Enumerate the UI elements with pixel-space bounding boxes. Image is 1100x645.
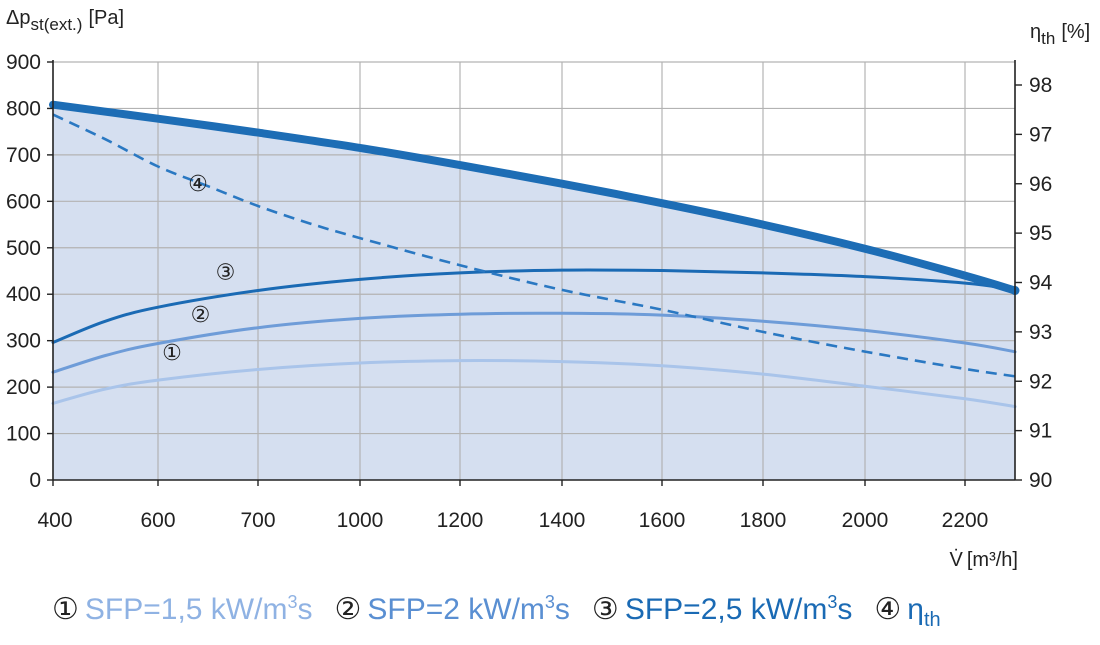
x-tick-label: 1800 [740, 509, 787, 532]
y2-tick-label: 98 [1029, 74, 1052, 97]
y2-tick-label: 96 [1029, 173, 1052, 196]
y2-tick-label: 97 [1029, 123, 1052, 146]
legend-item-number: ① [52, 592, 79, 627]
y-tick-label: 900 [6, 51, 41, 74]
x-tick-label: 400 [37, 509, 72, 532]
y-tick-label: 400 [6, 283, 41, 306]
legend-item-tail: s [554, 593, 570, 626]
y2-tick-label: 92 [1029, 370, 1052, 393]
legend-item: ④ ηth [874, 592, 940, 631]
y-tick-label: 0 [29, 469, 41, 492]
legend-item-superscript: 3 [544, 592, 555, 612]
y2-axis-title: ηth [%] [1030, 21, 1090, 48]
axes [47, 60, 1022, 486]
y-tick-label: 600 [6, 190, 41, 213]
curve-label: ③ [216, 260, 236, 285]
y-tick-label: 500 [6, 237, 41, 260]
operating-area [53, 62, 1015, 480]
y-tick-label: 300 [6, 330, 41, 353]
legend-item-tail: s [837, 593, 853, 626]
legend-item-subscript: th [923, 609, 941, 631]
x-tick-label: 700 [240, 509, 275, 532]
legend-item-number: ④ [874, 592, 902, 627]
x-tick-label: 1400 [539, 509, 586, 532]
series-line-4 [52, 113, 1016, 378]
legend-item: ① SFP=1,5 kW/m3s [52, 592, 313, 627]
series-line-2 [51, 311, 1017, 374]
legend-item-label: SFP=2 kW/m [367, 593, 545, 626]
y-tick-label: 200 [6, 376, 41, 399]
curve-label: ① [162, 341, 182, 366]
curve-labels: ④ ③②① [162, 172, 235, 366]
y-tick-label: 800 [6, 97, 41, 120]
y-axis-title: Δpst(ext.) [Pa] [6, 7, 124, 34]
legend-item-number: ③ [591, 592, 619, 627]
legend-item-superscript: 3 [287, 592, 298, 612]
legend-item-label: SFP=2,5 kW/m [624, 593, 828, 626]
series-line-max [49, 100, 1019, 295]
x-tick-label: 600 [140, 509, 175, 532]
x-tick-label: 1000 [337, 509, 384, 532]
tick-labels: 0 100 200 300 400 500 600 700 800 900 90 91 92 93 94 95… [6, 51, 1053, 532]
series-line-1 [51, 359, 1017, 409]
y-tick-label: 700 [6, 144, 41, 167]
y2-tick-label: 95 [1029, 222, 1052, 245]
x-axis-title: V̇ [m³/h] [950, 549, 1018, 571]
curve-label: ② [191, 303, 211, 328]
grid [53, 61, 1015, 480]
legend-item-label: η [907, 593, 924, 626]
x-tick-label: 1600 [639, 509, 686, 532]
x-tick-label: 1200 [437, 509, 484, 532]
operating-area-fill [53, 104, 1015, 480]
series-line-3 [51, 268, 1017, 344]
legend-item-tail: s [297, 593, 313, 626]
legend-item-label: SFP=1,5 kW/m [84, 593, 288, 626]
y2-tick-label: 93 [1029, 321, 1052, 344]
series-group [49, 100, 1020, 409]
legend-item-number: ② [334, 592, 362, 627]
y2-tick-label: 91 [1029, 420, 1052, 443]
y-tick-label: 100 [6, 423, 41, 446]
y2-tick-label: 90 [1029, 469, 1052, 492]
x-tick-label: 2200 [942, 509, 989, 532]
performance-chart: 0 100 200 300 400 500 600 700 800 900 90 91 92 93 94 95… [6, 7, 1090, 571]
curve-label: ④ [188, 172, 208, 197]
legend: ① SFP=1,5 kW/m3s ② SFP=2 kW/m3s ③ SFP=2,5 kW/… [52, 592, 963, 632]
x-tick-label: 2000 [842, 509, 889, 532]
legend-item: ③ SFP=2,5 kW/m3s [591, 592, 853, 627]
legend-item: ② SFP=2 kW/m3s [334, 592, 570, 627]
legend-item-superscript: 3 [827, 592, 838, 612]
y2-tick-label: 94 [1029, 272, 1053, 295]
